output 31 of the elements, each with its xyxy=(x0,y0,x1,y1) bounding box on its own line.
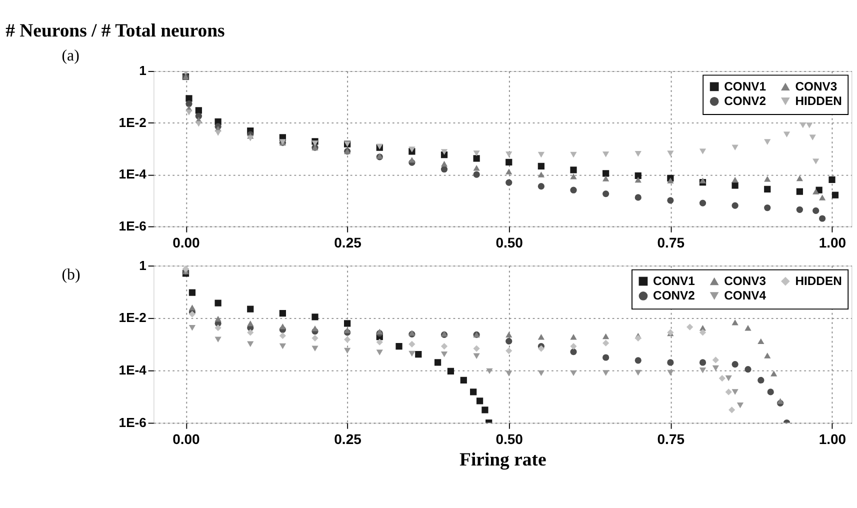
x-tick-label: 0.00 xyxy=(172,430,200,447)
text: (b) xyxy=(62,266,80,284)
y-tick-label: 1E-6 xyxy=(118,414,146,430)
legend-label: HIDDEN xyxy=(795,94,842,108)
x-tick-label: 0.75 xyxy=(657,234,685,250)
text: (a) xyxy=(62,48,80,65)
x-tick-label: 1.00 xyxy=(818,234,846,250)
legend-label: CONV3 xyxy=(795,79,838,94)
y-tick-label: 1 xyxy=(139,63,146,78)
legend-label: CONV3 xyxy=(724,274,766,288)
x-tick-label: 0.25 xyxy=(334,430,362,447)
legend-label: CONV2 xyxy=(724,94,766,108)
x-axis-title: Firing rate xyxy=(460,449,546,470)
x-tick-label: 0.25 xyxy=(334,234,362,250)
legend-label: CONV4 xyxy=(724,288,766,303)
chart-title: # Neurons / # Total neurons xyxy=(6,20,225,42)
x-tick-label: 0.50 xyxy=(496,430,524,447)
legend-label: CONV2 xyxy=(653,288,696,303)
legend-label: CONV1 xyxy=(724,79,766,94)
y-tick-label: 1E-2 xyxy=(118,114,146,130)
y-tick-label: 1E-4 xyxy=(118,166,148,182)
y-tick-label: 1E-4 xyxy=(118,362,148,378)
x-tick-label: 0.50 xyxy=(496,234,524,250)
x-tick-label: 1.00 xyxy=(818,430,846,447)
x-tick-label: 0.75 xyxy=(657,430,685,447)
x-tick-label: 0.00 xyxy=(172,234,200,250)
y-tick-label: 1 xyxy=(139,258,146,273)
legend-label: CONV1 xyxy=(653,274,696,288)
legend-label: HIDDEN xyxy=(795,274,842,288)
y-tick-label: 1E-6 xyxy=(118,218,146,234)
y-tick-label: 1E-2 xyxy=(118,310,146,326)
